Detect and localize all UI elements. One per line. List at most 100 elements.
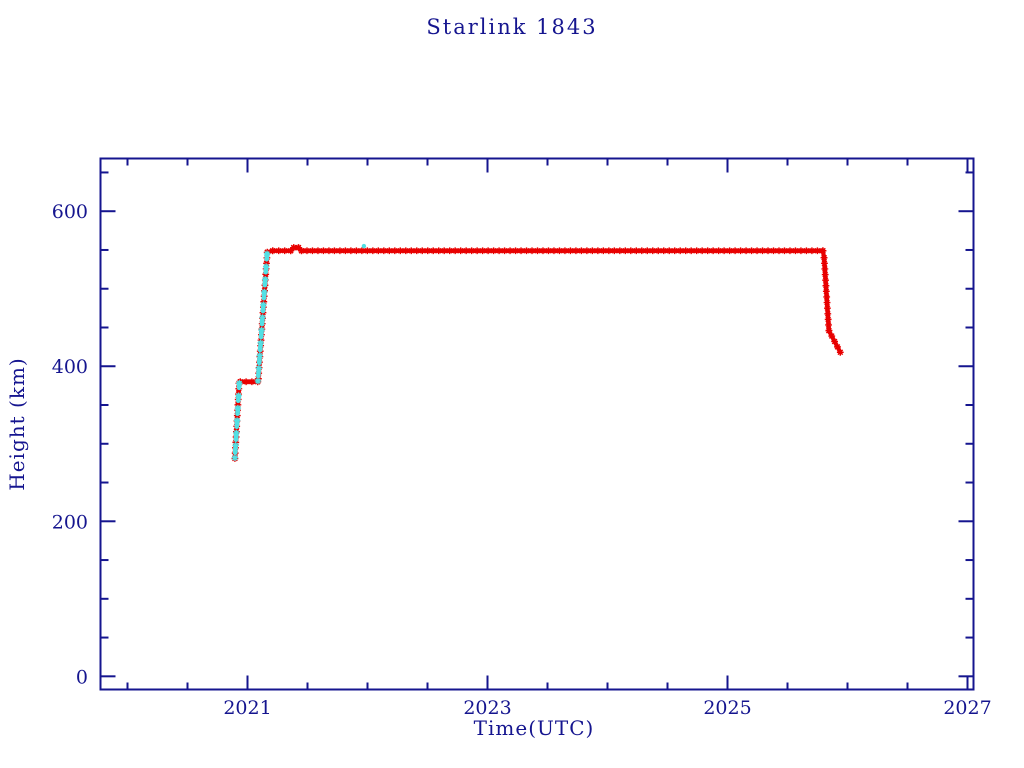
series-height-cyan-marker xyxy=(256,352,263,359)
x-axis-title: Time(UTC) xyxy=(473,716,595,740)
series-height-red-marker xyxy=(836,348,844,356)
series-height-cyan-marker xyxy=(233,429,240,437)
series-height-red-marker xyxy=(737,247,744,255)
series-height-red-marker xyxy=(309,247,316,255)
series-height-red-marker xyxy=(363,247,371,255)
series-height-red-marker xyxy=(561,247,569,255)
series-height-red-marker xyxy=(803,247,810,255)
series-height-red-marker xyxy=(693,247,701,255)
series-height-red-marker xyxy=(462,247,470,255)
series-height-red-marker xyxy=(287,247,295,255)
series-height-red-marker xyxy=(539,247,547,255)
series-height-red-marker xyxy=(824,310,832,318)
series-height-cyan-marker xyxy=(259,314,266,321)
series-height-red-marker xyxy=(369,247,377,255)
series-height-red-marker xyxy=(468,247,476,255)
series-height-red-marker xyxy=(380,247,388,255)
series-height-red-marker xyxy=(523,247,530,255)
x-tick-label: 2023 xyxy=(463,697,511,719)
series-height-red-marker xyxy=(336,247,344,255)
series-height-red-marker xyxy=(720,247,728,255)
series-height-red-marker xyxy=(457,247,465,255)
series-height-red-marker xyxy=(352,247,360,255)
series-height-cyan-marker xyxy=(261,288,268,296)
series-height-red-marker xyxy=(671,247,679,255)
series-height-red-marker xyxy=(605,247,613,255)
series-height-red-marker xyxy=(654,247,662,255)
series-height-red-marker xyxy=(331,247,338,255)
series-height-red-marker xyxy=(578,247,585,255)
series-height-red-marker xyxy=(821,271,829,278)
series-height-red-marker xyxy=(506,247,514,255)
series-height-cyan-marker xyxy=(231,454,239,461)
series-height-red-marker xyxy=(731,247,739,255)
series-height-red-marker xyxy=(814,247,821,255)
series-height-red-marker xyxy=(429,247,437,255)
series-height-cyan-marker xyxy=(235,392,242,399)
series-height-red-marker xyxy=(792,247,799,255)
series-height-red-marker xyxy=(435,247,443,255)
series-height-red-marker xyxy=(824,315,832,323)
series-height-red-marker xyxy=(358,247,366,255)
x-tick-label: 2021 xyxy=(223,697,271,719)
series-height-red-marker xyxy=(621,247,629,255)
series-height-red-marker xyxy=(682,247,690,255)
series-height-red-marker xyxy=(385,247,393,255)
series-height-red-marker xyxy=(248,378,256,386)
series-height-red-marker xyxy=(298,247,305,255)
series-height-red-marker xyxy=(819,247,827,255)
series-height-red-marker xyxy=(440,247,448,255)
series-height-red-marker xyxy=(822,276,829,284)
series-height-red-marker xyxy=(545,247,552,255)
series-height-red-marker xyxy=(275,247,283,255)
series-height-cyan-marker xyxy=(260,301,267,308)
series-height-cyan-marker xyxy=(254,377,262,385)
series-height-red-marker xyxy=(234,401,242,409)
plot-box xyxy=(99,157,975,691)
series-height-red-marker xyxy=(770,247,777,255)
series-height-red-marker xyxy=(473,247,481,255)
series-height-red-marker xyxy=(484,247,492,255)
series-height-red-marker xyxy=(314,247,322,255)
series-height-cyan-point xyxy=(361,243,367,249)
series-height-red-marker xyxy=(660,247,668,255)
series-height-red-marker xyxy=(374,247,382,255)
series-height-red-marker xyxy=(347,247,355,255)
series-height-red-marker xyxy=(828,332,836,340)
series-height-cyan-marker xyxy=(234,404,242,412)
series-height-red-marker xyxy=(638,247,646,255)
series-height-red-marker xyxy=(501,247,508,255)
y-tick-label: 200 xyxy=(52,511,88,533)
series-height-red-marker xyxy=(583,247,591,255)
series-height-red-marker xyxy=(759,247,766,255)
series-height-red-marker xyxy=(726,247,733,255)
series-height-cyan-marker xyxy=(233,417,241,424)
series-height-red-marker xyxy=(512,247,519,255)
series-height-red-marker xyxy=(490,247,497,255)
series-height-red-marker xyxy=(709,247,717,255)
series-height-red-marker xyxy=(281,247,289,255)
series-height-red-marker xyxy=(616,247,624,255)
x-tick-label: 2025 xyxy=(703,697,751,719)
series-height-cyan-marker xyxy=(232,442,239,449)
y-tick-label: 0 xyxy=(76,666,88,688)
series-height-red-marker xyxy=(451,247,459,255)
series-height-red-marker xyxy=(402,247,410,255)
series-height-red-marker xyxy=(649,247,657,255)
series-height-red-marker xyxy=(823,293,831,301)
series-height-red-marker xyxy=(594,247,602,255)
y-tick-label: 600 xyxy=(52,201,88,223)
series-height-red-marker xyxy=(295,244,302,252)
series-height-red-marker xyxy=(610,247,618,255)
series-height-red-marker xyxy=(396,247,404,255)
series-height-red-marker xyxy=(269,247,277,255)
series-height-red-marker xyxy=(567,247,574,255)
series-height-red-marker xyxy=(676,247,684,255)
series-height-red-marker xyxy=(627,247,635,255)
chart-title: Starlink 1843 xyxy=(426,15,598,39)
series-height-red-marker xyxy=(407,247,415,255)
series-height-red-marker xyxy=(822,282,830,290)
series-height-red-marker xyxy=(820,254,828,262)
series-height-red-marker xyxy=(665,247,673,255)
